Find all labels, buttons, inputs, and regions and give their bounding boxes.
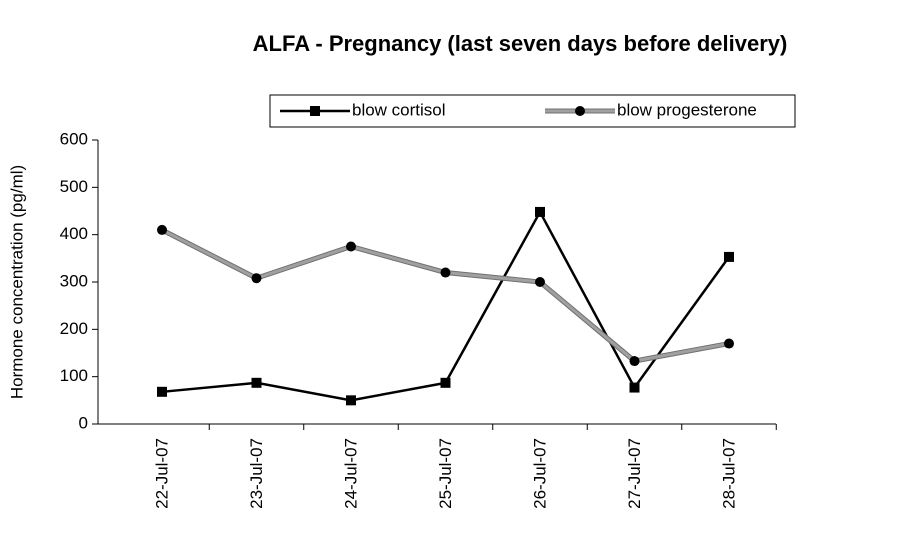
marker [629,356,640,367]
legend-label: blow cortisol [352,100,446,119]
y-tick-label: 400 [60,224,88,243]
x-tick-label: 27-Jul-07 [625,438,644,509]
x-tick-label: 26-Jul-07 [530,438,549,509]
line [161,209,731,402]
marker [724,251,734,262]
marker [440,377,451,388]
y-tick-label: 600 [60,129,88,148]
marker [346,241,356,252]
marker [157,386,167,397]
marker [251,377,262,388]
legend-label: blow progesterone [617,100,757,119]
marker [157,224,167,235]
y-tick-label: 200 [60,319,88,338]
marker [251,273,262,284]
x-tick-label: 24-Jul-07 [341,438,360,509]
marker [440,267,451,278]
x-tick-label: 25-Jul-07 [436,438,455,509]
marker [724,338,734,349]
line [161,228,730,363]
chart-title: ALFA - Pregnancy (last seven days before… [253,31,788,56]
legend-marker [575,106,585,116]
marker [535,277,545,287]
x-tick-label: 22-Jul-07 [152,438,171,509]
legend-marker [310,106,320,116]
y-tick-label: 500 [60,177,88,196]
line-outline [160,227,730,364]
y-tick-label: 300 [60,271,88,290]
y-tick-label: 100 [60,366,88,385]
y-tick-label: 0 [79,413,88,432]
legend-box [269,94,796,128]
x-tick-label: 28-Jul-07 [719,438,738,509]
marker [346,395,356,406]
marker [629,382,640,393]
y-axis-label: Hormone concentration (pg/ml) [7,165,26,399]
marker [535,206,545,217]
x-tick-label: 23-Jul-07 [247,438,266,509]
